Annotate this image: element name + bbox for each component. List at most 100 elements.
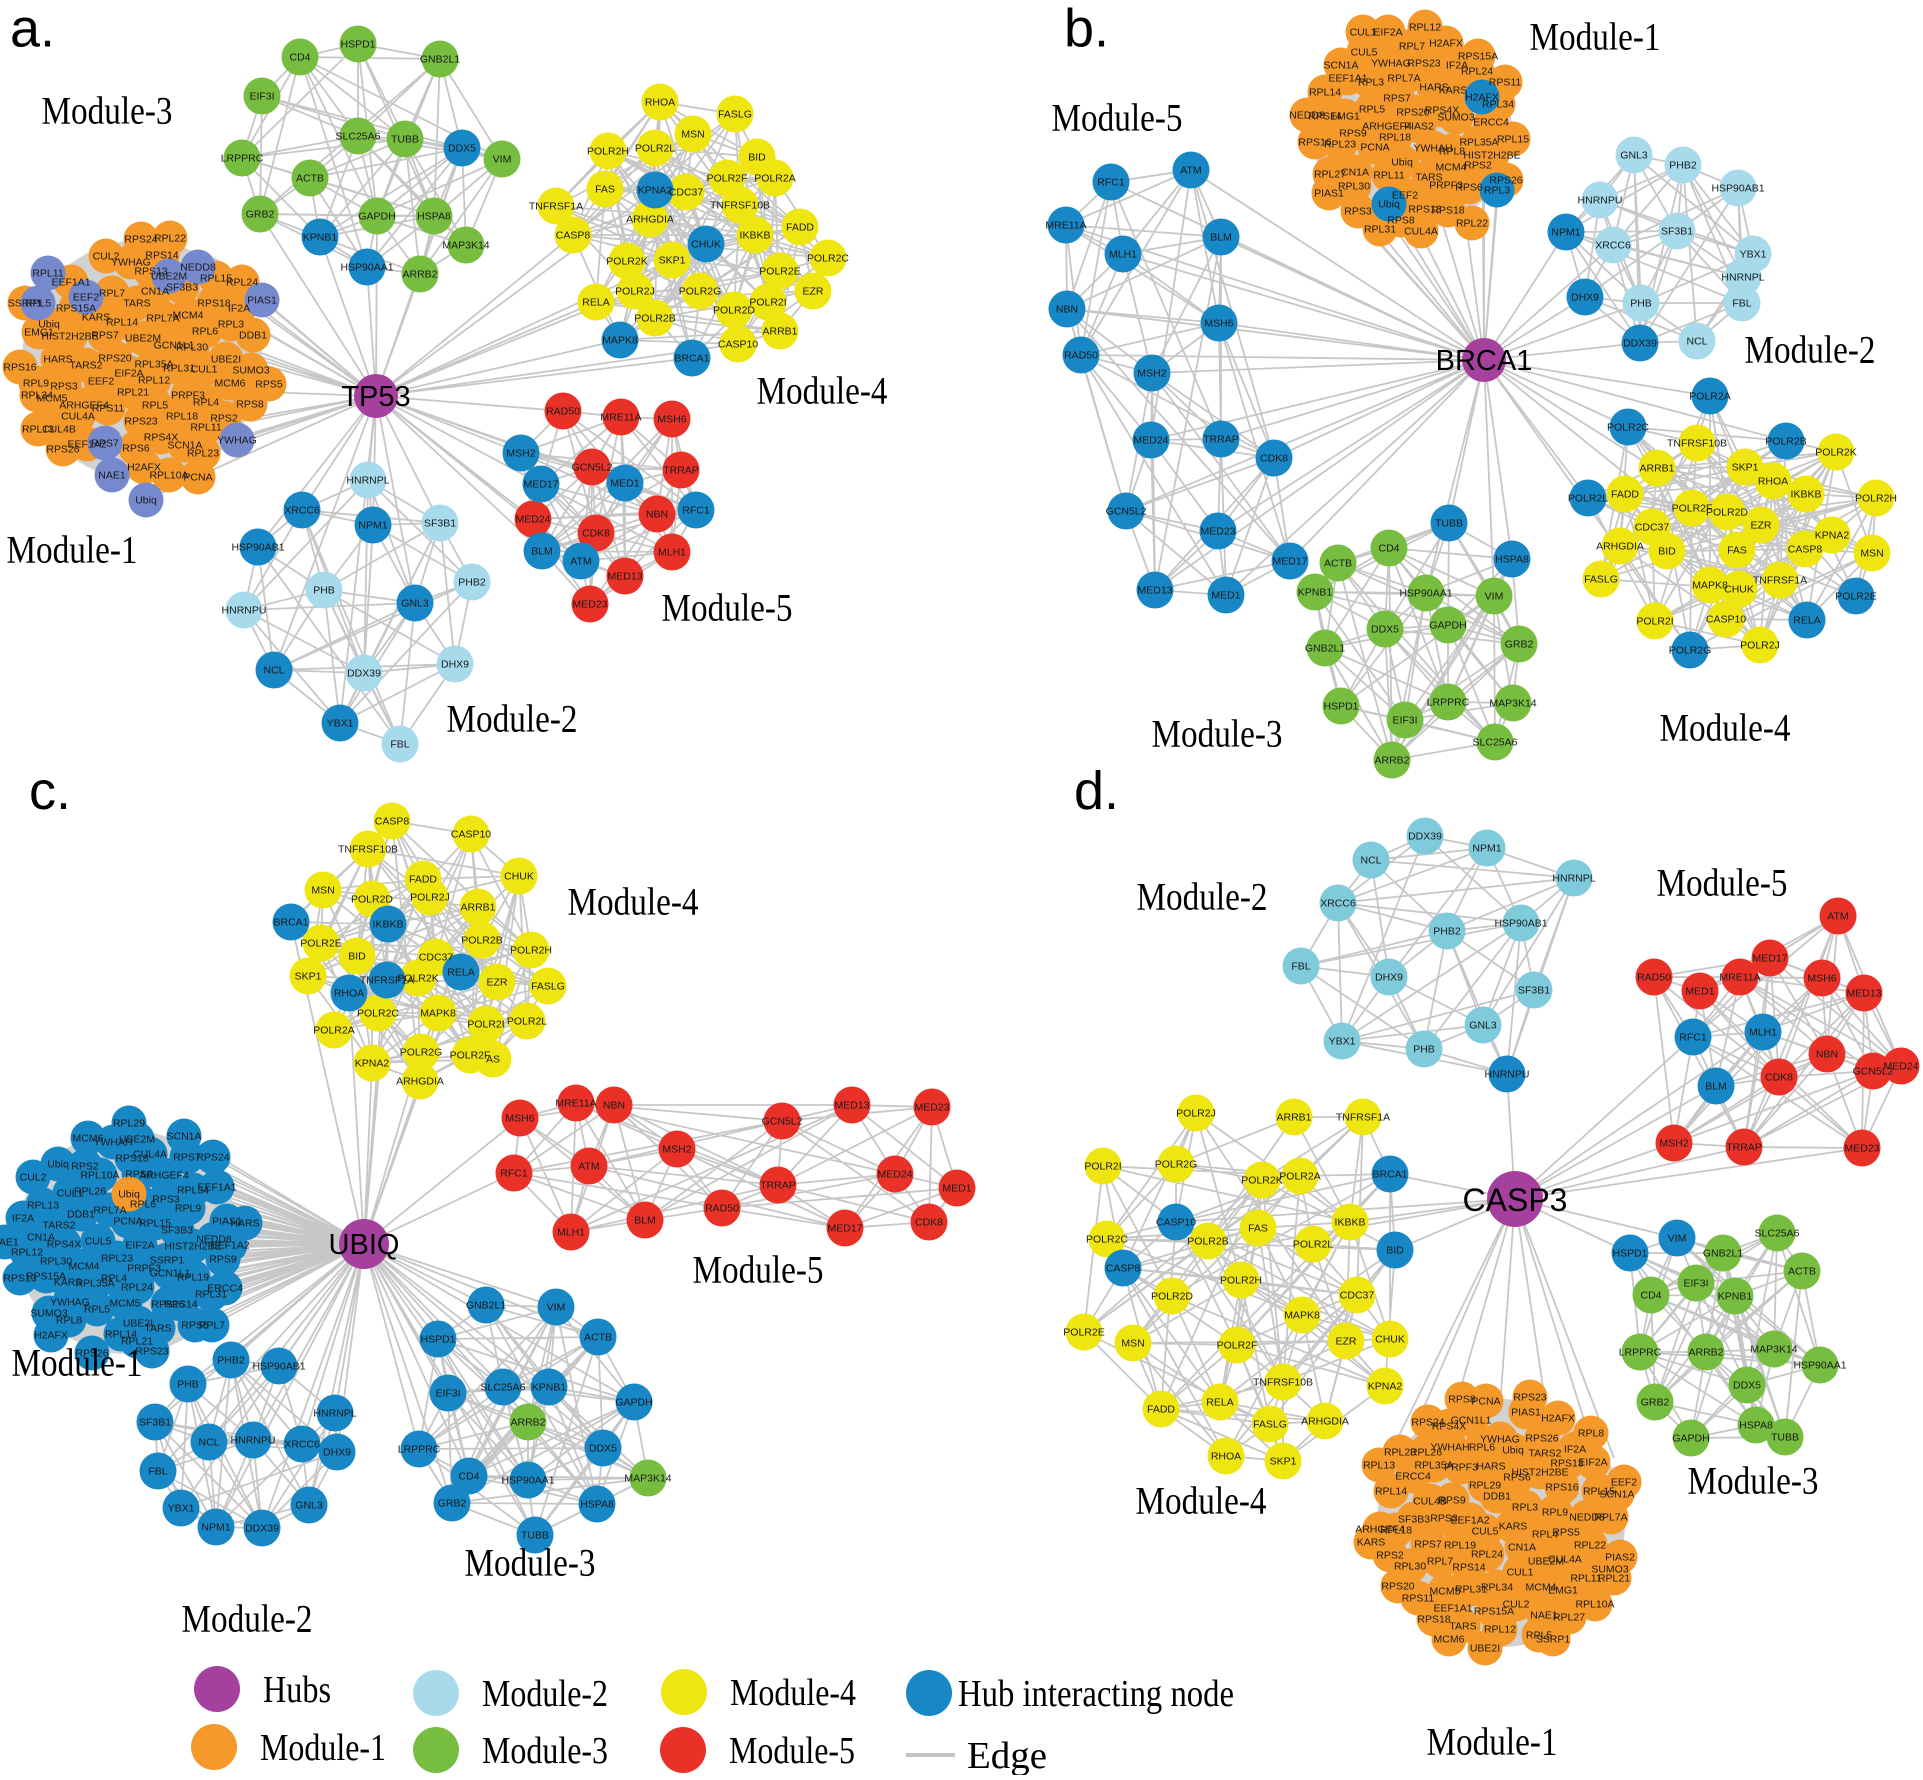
svg-text:ATM: ATM (1180, 165, 1201, 177)
svg-text:BLM: BLM (1705, 1081, 1727, 1093)
svg-text:ERCC4: ERCC4 (207, 1283, 243, 1295)
svg-text:RPL15: RPL15 (1497, 134, 1529, 146)
svg-text:Hubs: Hubs (263, 1669, 331, 1711)
svg-text:MCM6: MCM6 (73, 1133, 104, 1145)
svg-text:ARHGDIA: ARHGDIA (1596, 541, 1644, 553)
svg-text:CD4: CD4 (458, 1471, 479, 1483)
svg-text:RPL31: RPL31 (1364, 224, 1396, 236)
svg-text:POLR2E: POLR2E (759, 266, 800, 278)
svg-text:PHB2: PHB2 (458, 577, 486, 589)
svg-text:MED23: MED23 (572, 599, 607, 611)
svg-text:RPS24: RPS24 (124, 234, 157, 246)
svg-text:RPL11: RPL11 (1373, 170, 1404, 182)
svg-text:MLH1: MLH1 (658, 547, 686, 559)
svg-text:MCM4: MCM4 (69, 1261, 100, 1273)
svg-text:DDX39: DDX39 (1408, 831, 1442, 843)
svg-text:TNFRSF10B: TNFRSF10B (710, 200, 770, 212)
svg-text:CDK8: CDK8 (1260, 453, 1288, 465)
svg-text:MSH2: MSH2 (506, 448, 535, 460)
svg-text:UBE2I: UBE2I (123, 1318, 153, 1330)
svg-text:CASP8: CASP8 (1106, 1263, 1141, 1275)
svg-text:FAS: FAS (595, 184, 615, 196)
svg-text:RPL10A: RPL10A (149, 470, 188, 482)
svg-text:EEF1A1: EEF1A1 (51, 277, 90, 289)
svg-text:MSN: MSN (1860, 548, 1883, 560)
svg-text:FBL: FBL (1732, 298, 1751, 310)
svg-text:RHOA: RHOA (1758, 476, 1788, 488)
svg-text:EIF2A: EIF2A (125, 1240, 154, 1252)
svg-text:RPL23: RPL23 (187, 448, 219, 460)
svg-text:RPS4X: RPS4X (47, 1239, 81, 1251)
svg-text:POLR2H: POLR2H (510, 945, 552, 957)
svg-text:XRCC6: XRCC6 (1320, 898, 1356, 910)
svg-text:RPL14: RPL14 (105, 1329, 137, 1341)
svg-text:RPS9: RPS9 (1438, 1495, 1466, 1507)
svg-text:IKBKB: IKBKB (373, 919, 404, 931)
svg-text:EIF3I: EIF3I (435, 1388, 460, 1400)
svg-text:CUL1: CUL1 (191, 364, 218, 376)
svg-text:CUL1: CUL1 (1507, 1567, 1534, 1579)
svg-text:BID: BID (748, 152, 766, 164)
svg-text:HIST2H2BE: HIST2H2BE (41, 331, 98, 343)
svg-text:EIF2A: EIF2A (1578, 1457, 1607, 1469)
svg-text:RPL7: RPL7 (1399, 41, 1425, 53)
svg-text:NAE1: NAE1 (98, 470, 126, 482)
svg-text:CHUK: CHUK (691, 239, 721, 251)
svg-text:SCN1A: SCN1A (167, 440, 202, 452)
svg-text:RPL30: RPL30 (176, 342, 208, 354)
svg-text:BRCA1: BRCA1 (1436, 345, 1533, 377)
svg-text:RPL21: RPL21 (121, 1336, 153, 1348)
svg-text:RPL12: RPL12 (138, 375, 170, 387)
svg-text:RPS23: RPS23 (124, 416, 157, 428)
svg-text:HARS: HARS (43, 354, 72, 366)
svg-text:HARS: HARS (1476, 1461, 1505, 1473)
svg-text:MED23: MED23 (1844, 1143, 1879, 1155)
svg-text:RPL26: RPL26 (74, 1186, 106, 1198)
svg-text:RPS13: RPS13 (1408, 204, 1441, 216)
svg-text:CUL5: CUL5 (85, 1236, 112, 1248)
svg-text:RPL7: RPL7 (1427, 1556, 1453, 1568)
svg-text:Module-1: Module-1 (260, 1727, 386, 1769)
svg-text:IKBKB: IKBKB (1335, 1217, 1366, 1229)
svg-text:GRB2: GRB2 (438, 1498, 467, 1510)
svg-text:MSH2: MSH2 (1137, 368, 1166, 380)
svg-text:SSRP1: SSRP1 (1536, 1634, 1571, 1646)
svg-text:RPL34: RPL34 (21, 390, 53, 402)
svg-text:POLR2A: POLR2A (1279, 1171, 1320, 1183)
svg-text:RPL5: RPL5 (1526, 1630, 1552, 1642)
svg-text:SUMO3: SUMO3 (232, 365, 270, 377)
svg-text:POLR2D: POLR2D (713, 305, 755, 317)
svg-text:Module-5: Module-5 (1052, 97, 1183, 140)
svg-text:POLR2C: POLR2C (1607, 422, 1649, 434)
svg-text:EEF1A2: EEF1A2 (1450, 1515, 1489, 1527)
svg-text:RELA: RELA (582, 297, 609, 309)
svg-text:RPL27: RPL27 (1314, 169, 1346, 181)
svg-text:SCN1A: SCN1A (1323, 60, 1358, 72)
svg-text:POLR2C: POLR2C (807, 253, 849, 265)
svg-text:LRPPRC: LRPPRC (221, 153, 264, 165)
svg-text:RPS3: RPS3 (1430, 1513, 1458, 1525)
svg-text:DDB1: DDB1 (67, 1209, 95, 1221)
svg-text:HARS: HARS (230, 1218, 259, 1230)
svg-text:XRCC6: XRCC6 (284, 505, 320, 517)
svg-text:RFC1: RFC1 (682, 505, 710, 517)
svg-text:H2AFX: H2AFX (1465, 92, 1499, 104)
svg-text:XRCC6: XRCC6 (284, 1439, 320, 1451)
svg-text:RPL7A: RPL7A (93, 1205, 126, 1217)
svg-text:TUBB: TUBB (521, 1530, 549, 1542)
svg-text:SKP1: SKP1 (1270, 1456, 1297, 1468)
svg-text:BRCA1: BRCA1 (674, 353, 709, 365)
svg-text:ATM: ATM (578, 1161, 599, 1173)
svg-text:RPS7: RPS7 (173, 1152, 201, 1164)
svg-text:MSH6: MSH6 (1204, 318, 1233, 330)
svg-text:MCM4: MCM4 (1526, 1582, 1557, 1594)
svg-text:TRRAP: TRRAP (1726, 1142, 1762, 1154)
svg-text:YBX1: YBX1 (327, 718, 354, 730)
svg-text:POLR2G: POLR2G (1669, 645, 1712, 657)
svg-text:RPL22: RPL22 (1574, 1540, 1606, 1552)
svg-text:GCN1L1: GCN1L1 (150, 1268, 191, 1280)
svg-text:GNB2L1: GNB2L1 (466, 1300, 506, 1312)
svg-text:POLR2J: POLR2J (1740, 640, 1780, 652)
svg-text:MSH2: MSH2 (662, 1144, 691, 1156)
svg-text:ARHGDIA: ARHGDIA (396, 1076, 444, 1088)
